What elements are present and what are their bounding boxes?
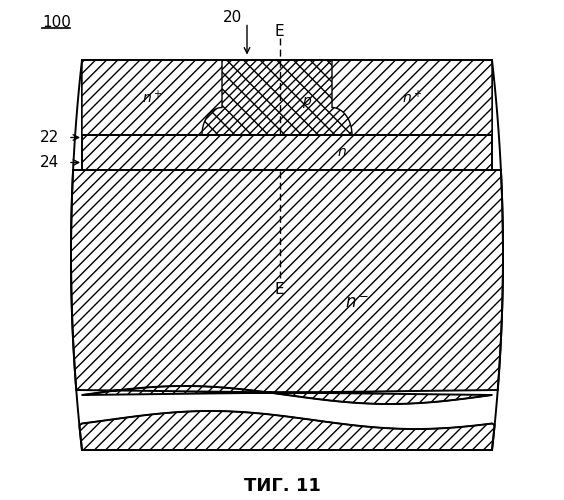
Text: $n$: $n$ bbox=[337, 146, 347, 160]
Text: 100: 100 bbox=[42, 15, 71, 30]
Text: $n^+$: $n^+$ bbox=[402, 89, 422, 106]
Text: $p$: $p$ bbox=[302, 95, 312, 110]
Text: $n^-$: $n^-$ bbox=[345, 294, 369, 312]
Text: 22: 22 bbox=[40, 130, 59, 145]
Polygon shape bbox=[82, 135, 492, 170]
Text: ΤИГ. 11: ΤИГ. 11 bbox=[244, 477, 320, 495]
Text: 24: 24 bbox=[40, 155, 59, 170]
Polygon shape bbox=[71, 170, 503, 404]
Polygon shape bbox=[82, 60, 492, 135]
Text: $n^+$: $n^+$ bbox=[142, 89, 162, 106]
Text: E: E bbox=[275, 282, 284, 298]
Text: 20: 20 bbox=[222, 10, 241, 25]
Polygon shape bbox=[82, 60, 222, 135]
Text: E: E bbox=[275, 24, 284, 38]
Polygon shape bbox=[80, 411, 495, 450]
Polygon shape bbox=[332, 60, 492, 135]
